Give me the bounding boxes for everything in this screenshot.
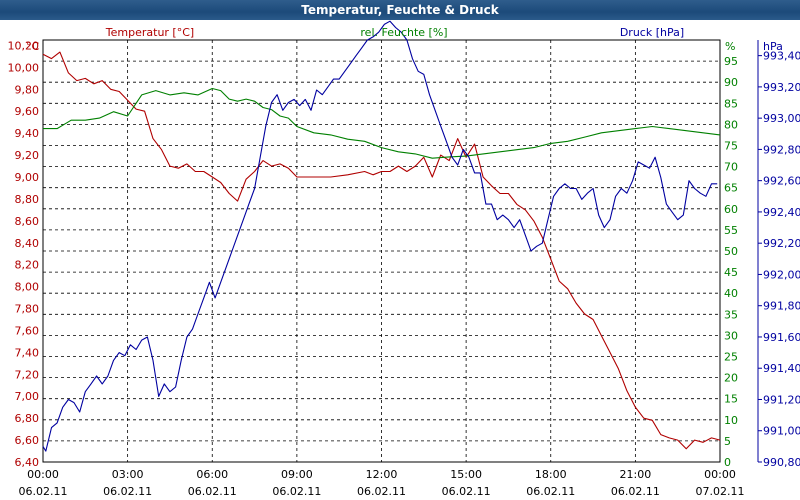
pressure-tick-label: 992,40	[763, 206, 800, 219]
humidity-tick-label: 20	[724, 372, 738, 385]
temperature-axis-label: Temperatur [°C]	[105, 26, 194, 39]
pressure-tick-label: 991,20	[763, 393, 800, 406]
chart-title: Temperatur, Feuchte & Druck	[0, 0, 800, 20]
humidity-tick-label: 70	[724, 161, 738, 174]
humidity-tick-label: 5	[724, 435, 731, 448]
pressure-tick-label: 993,40	[763, 50, 800, 63]
x-tick-date: 06.02.11	[19, 485, 68, 498]
x-tick-date: 06.02.11	[611, 485, 660, 498]
temperature-tick-label: 9,00	[15, 171, 40, 184]
temperature-unit-label: °C	[26, 40, 40, 53]
humidity-unit-label: %	[725, 40, 735, 53]
temperature-tick-label: 8,00	[15, 281, 40, 294]
x-tick-time: 00:00	[704, 468, 736, 481]
humidity-axis-label: rel. Feuchte [%]	[360, 26, 447, 39]
temperature-tick-label: 8,80	[15, 193, 40, 206]
temperature-series-line	[42, 51, 721, 450]
humidity-tick-label: 65	[724, 182, 738, 195]
pressure-tick-label: 993,20	[763, 81, 800, 94]
humidity-tick-label: 0	[724, 456, 731, 469]
temperature-tick-label: 9,20	[15, 149, 40, 162]
humidity-tick-label: 90	[724, 76, 738, 89]
x-tick-date: 06.02.11	[272, 485, 321, 498]
humidity-tick-label: 55	[724, 224, 738, 237]
temperature-tick-label: 7,00	[15, 390, 40, 403]
pressure-axis-label: Druck [hPa]	[620, 26, 684, 39]
pressure-tick-label: 993,00	[763, 112, 800, 125]
humidity-tick-label: 40	[724, 287, 738, 300]
humidity-tick-label: 25	[724, 351, 738, 364]
x-tick-time: 00:00	[27, 468, 59, 481]
humidity-tick-label: 50	[724, 245, 738, 258]
x-tick-time: 21:00	[620, 468, 652, 481]
temperature-tick-label: 6,80	[15, 412, 40, 425]
x-tick-time: 18:00	[535, 468, 567, 481]
humidity-tick-label: 35	[724, 308, 738, 321]
temperature-tick-label: 10,20	[8, 39, 40, 52]
humidity-tick-label: 45	[724, 266, 738, 279]
temperature-tick-label: 6,40	[15, 456, 40, 469]
humidity-tick-label: 85	[724, 97, 738, 110]
pressure-tick-label: 991,40	[763, 362, 800, 375]
temperature-tick-label: 9,40	[15, 127, 40, 140]
pressure-tick-label: 992,20	[763, 237, 800, 250]
pressure-tick-label: 991,60	[763, 331, 800, 344]
pressure-tick-label: 991,80	[763, 300, 800, 313]
temperature-tick-label: 7,80	[15, 303, 40, 316]
temperature-tick-label: 9,60	[15, 105, 40, 118]
pressure-series-line	[42, 20, 718, 452]
x-tick-time: 12:00	[366, 468, 398, 481]
x-tick-time: 06:00	[196, 468, 228, 481]
humidity-tick-label: 30	[724, 329, 738, 342]
temperature-tick-label: 10,00	[8, 61, 40, 74]
x-tick-date: 07.02.11	[696, 485, 745, 498]
humidity-tick-label: 95	[724, 55, 738, 68]
humidity-tick-label: 75	[724, 140, 738, 153]
axes-layer: Temperatur [°C] rel. Feuchte [%] Druck […	[26, 26, 783, 53]
pressure-tick-label: 992,80	[763, 143, 800, 156]
temperature-tick-label: 8,40	[15, 237, 40, 250]
grid-layer	[42, 39, 721, 463]
pressure-tick-label: 991,00	[763, 425, 800, 438]
pressure-tick-label: 992,00	[763, 268, 800, 281]
humidity-tick-label: 80	[724, 118, 738, 131]
temperature-tick-label: 7,60	[15, 324, 40, 337]
x-tick-date: 06.02.11	[526, 485, 575, 498]
humidity-tick-label: 10	[724, 414, 738, 427]
humidity-tick-label: 60	[724, 203, 738, 216]
pressure-tick-label: 992,60	[763, 175, 800, 188]
humidity-series-line	[43, 87, 721, 159]
x-tick-date: 06.02.11	[188, 485, 237, 498]
temperature-tick-label: 7,40	[15, 346, 40, 359]
temperature-tick-label: 7,20	[15, 368, 40, 381]
x-tick-date: 06.02.11	[442, 485, 491, 498]
x-tick-time: 03:00	[112, 468, 144, 481]
pressure-unit-label: hPa	[763, 40, 783, 53]
x-tick-date: 06.02.11	[103, 485, 152, 498]
humidity-tick-label: 15	[724, 393, 738, 406]
x-tick-time: 09:00	[281, 468, 313, 481]
temperature-tick-label: 6,60	[15, 434, 40, 447]
temperature-tick-label: 8,20	[15, 259, 40, 272]
temperature-tick-label: 8,60	[15, 215, 40, 228]
pressure-tick-label: 990,80	[763, 456, 800, 469]
x-tick-date: 06.02.11	[357, 485, 406, 498]
x-tick-time: 15:00	[450, 468, 482, 481]
series-layer	[42, 20, 721, 452]
ticks-layer: 00:00 06.02.11 03:00 06.02.11 06:00 06.02.11 0…	[8, 39, 800, 498]
temperature-tick-label: 9,80	[15, 83, 40, 96]
